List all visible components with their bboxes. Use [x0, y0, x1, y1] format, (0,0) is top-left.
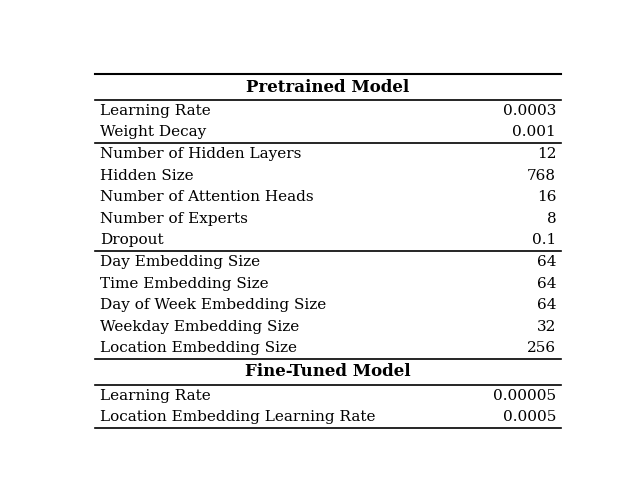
- Text: 64: 64: [537, 277, 556, 290]
- Text: 0.0003: 0.0003: [503, 104, 556, 118]
- Text: Day of Week Embedding Size: Day of Week Embedding Size: [100, 298, 326, 312]
- Text: Number of Experts: Number of Experts: [100, 212, 248, 226]
- Text: 64: 64: [537, 255, 556, 269]
- Text: Dropout: Dropout: [100, 233, 163, 247]
- Text: 768: 768: [527, 169, 556, 183]
- Text: Weekday Embedding Size: Weekday Embedding Size: [100, 320, 299, 334]
- Text: Day Embedding Size: Day Embedding Size: [100, 255, 260, 269]
- Text: Learning Rate: Learning Rate: [100, 104, 211, 118]
- Text: Number of Attention Heads: Number of Attention Heads: [100, 190, 314, 204]
- Text: 64: 64: [537, 298, 556, 312]
- Text: 0.00005: 0.00005: [493, 389, 556, 402]
- Text: Location Embedding Learning Rate: Location Embedding Learning Rate: [100, 410, 375, 424]
- Text: Location Embedding Size: Location Embedding Size: [100, 341, 297, 355]
- Text: Number of Hidden Layers: Number of Hidden Layers: [100, 147, 301, 161]
- Text: 32: 32: [537, 320, 556, 334]
- Text: 0.1: 0.1: [532, 233, 556, 247]
- Text: 16: 16: [537, 190, 556, 204]
- Text: 0.001: 0.001: [513, 125, 556, 139]
- Text: Fine-Tuned Model: Fine-Tuned Model: [245, 364, 411, 380]
- Text: Time Embedding Size: Time Embedding Size: [100, 277, 268, 290]
- Text: Learning Rate: Learning Rate: [100, 389, 211, 402]
- Text: 12: 12: [537, 147, 556, 161]
- Text: 8: 8: [547, 212, 556, 226]
- Text: Pretrained Model: Pretrained Model: [246, 79, 410, 95]
- Text: Weight Decay: Weight Decay: [100, 125, 206, 139]
- Text: 256: 256: [527, 341, 556, 355]
- Text: Hidden Size: Hidden Size: [100, 169, 193, 183]
- Text: 0.0005: 0.0005: [503, 410, 556, 424]
